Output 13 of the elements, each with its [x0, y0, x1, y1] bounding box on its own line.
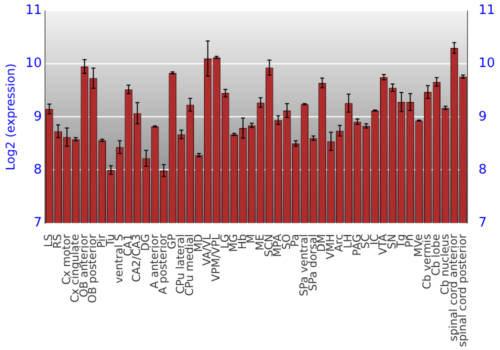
y-tick-label: 11 — [25, 3, 42, 18]
y2-tick-label: 9 — [478, 109, 487, 124]
x-tick-label: A posterior — [156, 234, 170, 294]
y-tick-label: 8 — [34, 162, 42, 178]
y-axis-title: Log2 (expression) — [3, 63, 18, 170]
y-tick-label: 9 — [34, 109, 42, 124]
y2-tick-label: 10 — [478, 56, 496, 72]
x-tick-label: OB posterior — [86, 234, 100, 304]
y2-tick-label: 8 — [478, 162, 487, 178]
y-tick-label: 10 — [25, 56, 42, 72]
y2-tick-label: 11 — [478, 3, 496, 18]
y2-tick-label: 7 — [478, 215, 487, 230]
y-tick-label: 7 — [34, 215, 42, 230]
